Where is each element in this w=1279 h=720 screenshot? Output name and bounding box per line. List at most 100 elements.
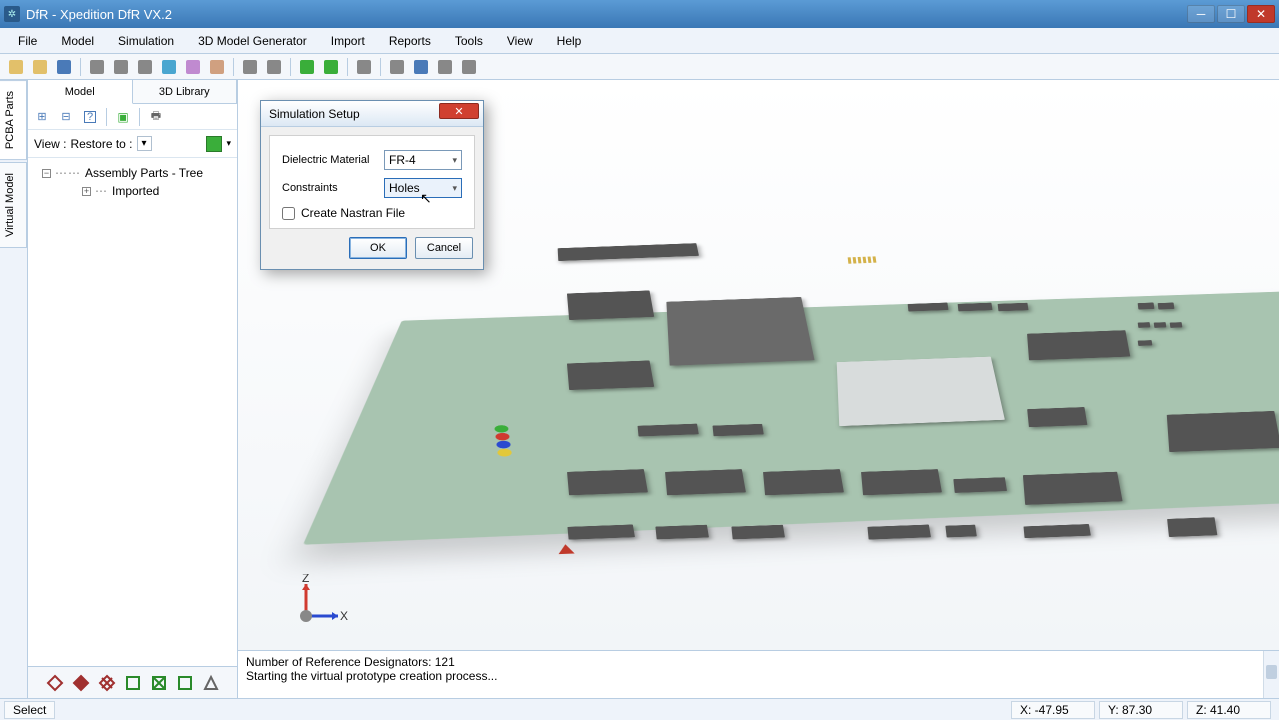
create-nastran-checkbox[interactable] [282, 207, 295, 220]
list-icon[interactable] [354, 57, 374, 77]
menu-tools[interactable]: Tools [445, 30, 493, 52]
restore-dropdown[interactable]: ▾ [137, 136, 152, 151]
console-line: Number of Reference Designators: 121 [246, 655, 1271, 669]
toolbar-separator [80, 58, 81, 76]
arrow-right-icon[interactable] [297, 57, 317, 77]
status-x: X: -47.95 [1011, 701, 1095, 719]
dielectric-combo[interactable]: FR-4 [384, 150, 462, 170]
marker-cone-icon [557, 544, 574, 554]
cube-icon[interactable] [159, 57, 179, 77]
tree-expander-icon[interactable]: + [82, 187, 91, 196]
box1-icon[interactable] [240, 57, 260, 77]
menu-file[interactable]: File [8, 30, 47, 52]
camera-icon[interactable] [411, 57, 431, 77]
chip-component [1158, 303, 1175, 310]
constraints-combo[interactable]: Holes [384, 178, 462, 198]
dielectric-label: Dielectric Material [282, 154, 376, 166]
diamond-open-icon[interactable] [45, 673, 65, 693]
refresh-icon[interactable] [321, 57, 341, 77]
toolbar-separator [290, 58, 291, 76]
vtab-pcba-parts[interactable]: PCBA Parts [0, 80, 27, 160]
chip-component [731, 525, 785, 540]
dialog-titlebar[interactable]: Simulation Setup ✕ [261, 101, 483, 127]
dielectric-value: FR-4 [389, 153, 416, 167]
output-console: Number of Reference Designators: 121 Sta… [238, 650, 1279, 698]
toolbar-separator [233, 58, 234, 76]
chip-component [998, 303, 1029, 312]
menu-3d-model-generator[interactable]: 3D Model Generator [188, 30, 317, 52]
chip-component [861, 469, 942, 495]
paste-icon[interactable] [135, 57, 155, 77]
window-title: DfR - Xpedition DfR VX.2 [26, 7, 1187, 22]
eraser-icon[interactable] [207, 57, 227, 77]
maximize-button[interactable]: ☐ [1217, 5, 1245, 23]
axis-z-label: Z [302, 574, 309, 585]
ok-button[interactable]: OK [349, 237, 407, 259]
led-icon [496, 441, 511, 449]
console-scrollbar[interactable] [1263, 651, 1279, 698]
tree-expand-icon[interactable]: ⊞ [32, 107, 52, 127]
simulation-setup-dialog: Simulation Setup ✕ Dielectric Material F… [260, 100, 484, 270]
view-label: View : [34, 137, 66, 151]
menu-model[interactable]: Model [51, 30, 104, 52]
save-icon[interactable] [54, 57, 74, 77]
chip-component [567, 525, 635, 540]
chip-component [567, 469, 648, 495]
pointer-icon[interactable] [387, 57, 407, 77]
layer-color-swatch[interactable] [206, 136, 222, 152]
status-mode: Select [4, 701, 55, 719]
chip-component [763, 469, 844, 495]
menu-simulation[interactable]: Simulation [108, 30, 184, 52]
axis-x-label: X [340, 609, 348, 623]
chip-component [567, 360, 654, 390]
tree-expander-icon[interactable]: − [42, 169, 51, 178]
parts-tree: − ⋯⋯ Assembly Parts - Tree + ⋯ Imported [28, 158, 237, 666]
zoom-icon[interactable] [435, 57, 455, 77]
square-open-icon[interactable] [123, 673, 143, 693]
dialog-close-button[interactable]: ✕ [439, 103, 479, 119]
tree-root[interactable]: − ⋯⋯ Assembly Parts - Tree [32, 164, 233, 182]
chip-component [558, 243, 699, 261]
tree-collapse-icon[interactable]: ⊟ [56, 107, 76, 127]
diamond-x-icon[interactable] [97, 673, 117, 693]
cancel-button[interactable]: Cancel [415, 237, 473, 259]
diamond-filled-icon[interactable] [71, 673, 91, 693]
menu-reports[interactable]: Reports [379, 30, 441, 52]
app-icon: ✲ [4, 6, 20, 22]
window-titlebar: ✲ DfR - Xpedition DfR VX.2 ─ ☐ ✕ [0, 0, 1279, 28]
led-icon [495, 433, 510, 441]
layer-dropdown-icon[interactable]: ▾ [226, 138, 231, 149]
zoom-fit-icon[interactable] [459, 57, 479, 77]
cut-icon[interactable] [87, 57, 107, 77]
close-button[interactable]: ✕ [1247, 5, 1275, 23]
triangle-icon[interactable] [201, 673, 221, 693]
axis-gizmo: X Z [288, 574, 348, 634]
open-icon[interactable] [30, 57, 50, 77]
create-nastran-label: Create Nastran File [301, 206, 405, 220]
left-panel: Model3D Library ⊞ ⊟ ? ▣ 🖶 View : Restore… [28, 80, 238, 698]
console-line: Starting the virtual prototype creation … [246, 669, 1271, 683]
help-icon[interactable]: ? [80, 107, 100, 127]
tab-model[interactable]: Model [28, 80, 133, 104]
new-icon[interactable] [6, 57, 26, 77]
add-item-icon[interactable]: ▣ [113, 107, 133, 127]
chip-component [666, 297, 814, 366]
box2-icon[interactable] [264, 57, 284, 77]
panel-toolbar: ⊞ ⊟ ? ▣ 🖶 [28, 104, 237, 130]
square-x-icon[interactable] [149, 673, 169, 693]
chip-component [958, 303, 993, 312]
gold-pins [848, 256, 877, 263]
vtab-virtual-model[interactable]: Virtual Model [0, 162, 27, 248]
square-filled-icon[interactable] [175, 673, 195, 693]
pcb-board [368, 200, 1279, 600]
menu-help[interactable]: Help [547, 30, 592, 52]
menu-view[interactable]: View [497, 30, 543, 52]
copy-icon[interactable] [111, 57, 131, 77]
tab-3d-library[interactable]: 3D Library [133, 80, 238, 103]
menu-import[interactable]: Import [321, 30, 375, 52]
chip-component [867, 525, 931, 540]
wand-icon[interactable] [183, 57, 203, 77]
minimize-button[interactable]: ─ [1187, 5, 1215, 23]
print-icon[interactable]: 🖶 [146, 107, 166, 127]
tree-item[interactable]: + ⋯ Imported [32, 182, 233, 200]
